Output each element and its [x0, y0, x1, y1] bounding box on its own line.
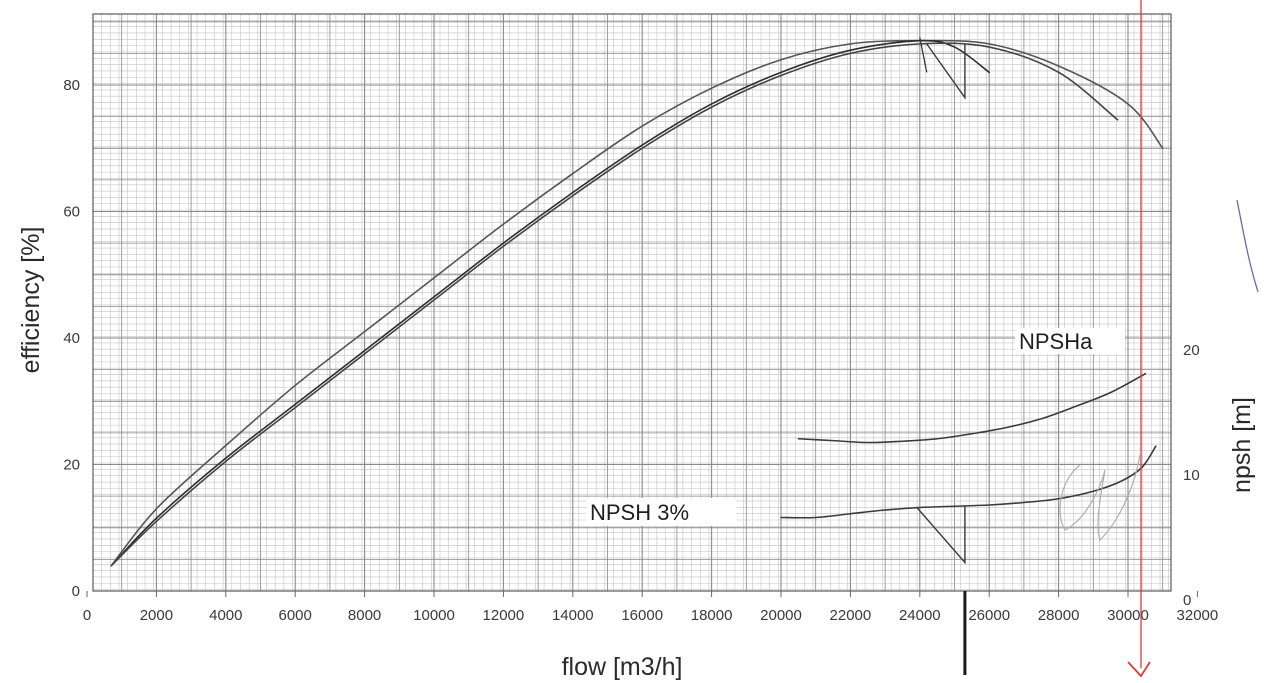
red-arrowhead-icon	[1127, 661, 1151, 678]
npsha-curve	[797, 372, 1147, 444]
y-tick-label: 60	[63, 204, 80, 221]
y2-axis-label: npsh [m]	[1228, 397, 1256, 493]
x-tick-label: 14000	[552, 607, 594, 624]
npsha-label: NPSHa	[1019, 329, 1093, 354]
x-tick-label: 0	[83, 607, 91, 624]
y-tick-label: 0	[72, 583, 80, 600]
npsha-label-bg	[1015, 328, 1125, 354]
x-tick-label: 2000	[140, 607, 173, 624]
x-tick-label: 22000	[830, 607, 872, 624]
x-axis-ticks: 0 2000 4000 6000 8000 10000 12000 14000 16000 180…	[83, 591, 1218, 624]
x-tick-label: 26000	[968, 607, 1010, 624]
efficiency-curve-3	[110, 42, 1119, 567]
x-tick-label: 24000	[899, 607, 941, 624]
npsh-3--curve	[780, 445, 1157, 519]
y2-tick-label: 0	[1183, 592, 1191, 609]
duty-point-tick-top	[919, 37, 928, 73]
x-tick-label: 12000	[483, 607, 525, 624]
duty-point-triangle-top	[926, 43, 966, 100]
npsh3-label: NPSH 3%	[590, 500, 689, 525]
x-tick-label: 16000	[621, 607, 663, 624]
x-tick-label: 30000	[1107, 607, 1149, 624]
y2-tick-label: 20	[1183, 342, 1200, 359]
duty-point-triangle-bottom	[915, 506, 966, 565]
y-axis-label: efficiency [%]	[17, 227, 45, 374]
x-tick-label: 4000	[209, 607, 242, 624]
x-tick-label: 8000	[348, 607, 381, 624]
y-tick-label: 40	[63, 330, 80, 347]
margin-pen-mark-blue	[1236, 199, 1259, 293]
y-axis-ticks: 0 20 40 60 80	[63, 77, 80, 600]
x-axis-label: flow [m3/h]	[562, 653, 683, 681]
x-tick-label: 18000	[691, 607, 733, 624]
y2-tick-label: 10	[1183, 467, 1200, 484]
x-tick-label: 10000	[413, 607, 455, 624]
margin-pencil-scribble	[1059, 454, 1141, 542]
y-tick-label: 80	[63, 77, 80, 94]
hand-annotations	[915, 0, 1259, 678]
y2-axis-ticks: 0 10 20	[1183, 342, 1200, 609]
x-tick-label: 20000	[760, 607, 802, 624]
plot-frame	[92, 13, 1172, 592]
x-tick-label: 6000	[279, 607, 312, 624]
x-tick-label: 28000	[1038, 607, 1080, 624]
y-tick-label: 20	[63, 457, 80, 474]
npsh3-label-bg	[586, 498, 736, 526]
x-tick-label: 32000	[1177, 607, 1219, 624]
efficiency-curve-2	[110, 39, 990, 567]
chart-curves	[110, 39, 1164, 567]
efficiency-curve-1	[110, 39, 1164, 567]
